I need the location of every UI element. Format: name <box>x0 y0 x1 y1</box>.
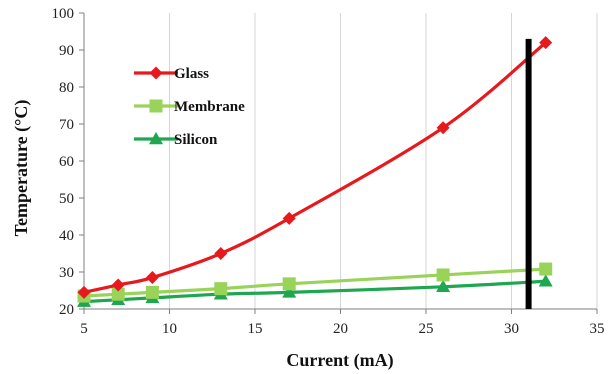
y-tick-labels: 20 30 40 50 60 70 80 90 100 <box>52 6 75 318</box>
legend-label-membrane: Membrane <box>174 99 245 115</box>
data-point-glass <box>145 271 159 285</box>
legend-marker-membrane <box>149 99 163 113</box>
y-tick-label: 20 <box>59 302 74 318</box>
y-tick-label: 90 <box>59 43 74 59</box>
legend-marker-silicon <box>149 132 163 145</box>
y-tick-label: 70 <box>59 117 74 133</box>
series-group <box>77 36 553 307</box>
data-point-membrane <box>214 282 228 296</box>
series-glass <box>77 36 553 299</box>
data-point-membrane <box>436 268 450 282</box>
data-point-membrane <box>111 287 125 301</box>
data-point-silicon <box>436 279 451 293</box>
x-tick-label: 35 <box>590 321 605 337</box>
legend: Glass Membrane Silicon <box>134 66 245 148</box>
y-tick-label: 100 <box>52 6 75 22</box>
x-axis-title: Current (mA) <box>286 350 393 371</box>
data-point-glass <box>214 247 228 260</box>
grid-lines <box>169 13 598 309</box>
data-point-silicon <box>282 285 297 298</box>
y-tick-label: 30 <box>59 265 74 281</box>
x-tick-label: 10 <box>162 321 177 337</box>
x-tick-labels: 5 10 15 20 25 30 35 <box>80 321 604 337</box>
x-tick-label: 25 <box>419 321 434 337</box>
legend-marker-glass <box>149 66 163 80</box>
data-point-membrane <box>145 285 159 299</box>
legend-item-glass: Glass <box>134 66 209 82</box>
series-line-glass <box>83 41 547 294</box>
data-point-glass <box>282 211 296 225</box>
legend-item-membrane: Membrane <box>134 99 245 115</box>
data-point-glass <box>77 285 91 299</box>
data-point-glass <box>436 121 450 135</box>
y-tick-label: 40 <box>59 228 74 244</box>
plot-frame <box>79 12 598 314</box>
data-point-membrane <box>282 277 296 291</box>
legend-label-glass: Glass <box>174 66 209 82</box>
legend-label-silicon: Silicon <box>174 132 218 148</box>
x-tick-label: 20 <box>333 321 348 337</box>
y-tick-label: 60 <box>59 154 74 170</box>
y-tick-label: 80 <box>59 80 74 96</box>
x-tick-label: 15 <box>248 321 263 337</box>
data-point-membrane <box>539 262 553 276</box>
data-point-silicon <box>538 274 553 287</box>
legend-item-silicon: Silicon <box>134 132 218 148</box>
y-tick-label: 50 <box>59 191 74 207</box>
x-tick-label: 5 <box>80 321 88 337</box>
data-point-glass <box>111 278 125 292</box>
data-point-glass <box>539 36 553 50</box>
y-axis-title: Temperature (°C) <box>11 100 32 237</box>
x-tick-label: 30 <box>504 321 519 337</box>
series-membrane <box>77 262 553 303</box>
